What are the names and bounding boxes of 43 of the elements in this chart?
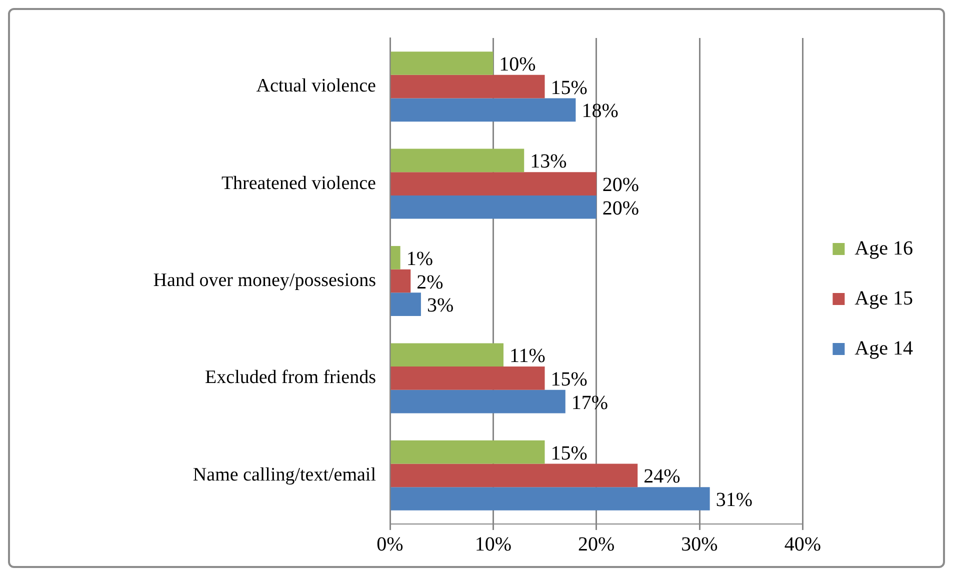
- bar: [390, 390, 566, 414]
- bar: [390, 292, 421, 316]
- data-label: 15%: [550, 442, 588, 464]
- x-tick-label: 0%: [376, 533, 404, 556]
- data-label: 18%: [582, 100, 618, 122]
- legend-label: Age 15: [854, 287, 914, 310]
- data-label: 15%: [550, 368, 588, 390]
- data-label: 15%: [550, 76, 588, 99]
- y-tick-label: Excluded from friends: [205, 367, 376, 388]
- bar: [390, 246, 400, 270]
- x-tick-label: 10%: [474, 533, 512, 556]
- bar: [390, 172, 596, 196]
- bar: [390, 343, 504, 367]
- data-label: 2%: [416, 271, 444, 294]
- legend-label: Age 16: [854, 237, 914, 260]
- bar: [390, 440, 545, 464]
- bar: [390, 269, 411, 293]
- y-tick-label: Threatened violence: [221, 172, 376, 194]
- data-label: 20%: [602, 174, 640, 196]
- bar: [390, 195, 596, 219]
- bar: [390, 487, 710, 510]
- x-tick-label: 40%: [784, 533, 822, 556]
- bar: [390, 52, 494, 75]
- data-label: 3%: [426, 294, 454, 317]
- x-tick-label: 30%: [681, 533, 718, 556]
- y-tick-label: Name calling/text/email: [192, 464, 376, 486]
- bar: [390, 148, 524, 172]
- y-tick-label: Actual violence: [256, 76, 376, 97]
- data-label: 13%: [530, 150, 567, 173]
- bar: [390, 74, 545, 98]
- data-label: 1%: [406, 248, 433, 270]
- data-label: 11%: [509, 345, 546, 368]
- data-label: 20%: [602, 197, 640, 220]
- x-tick-label: 20%: [578, 533, 615, 556]
- y-tick-label: Hand over money/possesions: [153, 270, 376, 291]
- bar: [390, 98, 576, 122]
- data-label: 10%: [499, 54, 536, 76]
- data-label: 24%: [644, 466, 680, 488]
- data-label: 31%: [716, 488, 752, 511]
- legend-label: Age 14: [854, 337, 914, 360]
- bar: [390, 366, 545, 390]
- bar: [390, 464, 638, 488]
- data-label: 17%: [571, 392, 608, 414]
